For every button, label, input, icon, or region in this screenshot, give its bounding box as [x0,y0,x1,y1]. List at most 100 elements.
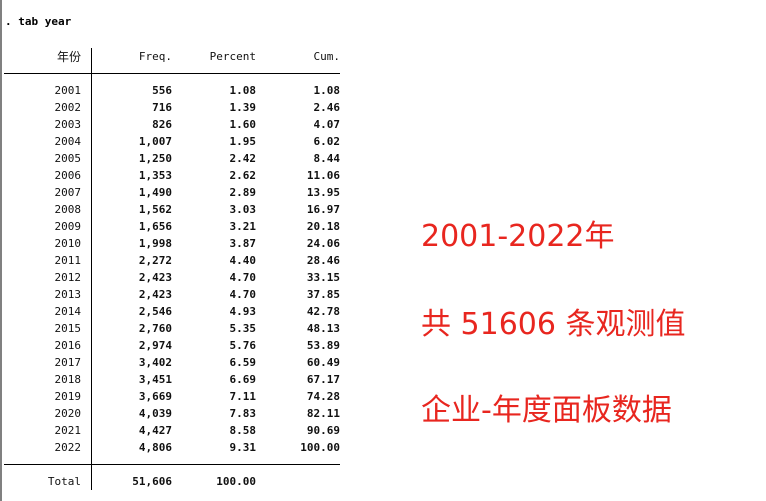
total-divider [4,464,340,465]
annotation-year-range: 2001-2022年 [421,219,615,254]
row-percent: 5.35 [229,322,257,335]
row-percent: 3.87 [229,237,257,250]
window-left-border [0,0,2,501]
row-percent: 6.69 [229,373,257,386]
row-year: 2006 [54,169,82,182]
row-cum: 100.00 [300,441,340,454]
row-percent: 2.42 [229,152,257,165]
row-percent: 1.08 [229,84,257,97]
row-freq: 2,423 [138,271,172,284]
row-freq: 3,451 [138,373,172,386]
row-year: 2007 [54,186,82,199]
row-percent: 8.58 [229,424,257,437]
row-year: 2003 [54,118,82,131]
row-cum: 53.89 [306,339,340,352]
row-year: 2008 [54,203,82,216]
header-freq: Freq. [138,50,172,63]
row-cum: 48.13 [306,322,340,335]
row-year: 2021 [54,424,82,437]
row-cum: 20.18 [306,220,340,233]
row-year: 2020 [54,407,82,420]
command-line: . tab year [5,15,72,28]
annotation-observations: 共 51606 条观测值 [421,307,686,342]
row-percent: 3.03 [229,203,257,216]
row-percent: 6.59 [229,356,257,369]
row-cum: 8.44 [313,152,341,165]
row-percent: 1.60 [229,118,257,131]
row-percent: 9.31 [229,441,257,454]
row-freq: 4,427 [138,424,172,437]
header-year: 年份 [56,50,81,64]
row-cum: 13.95 [306,186,340,199]
row-percent: 2.62 [229,169,257,182]
row-freq: 4,039 [138,407,172,420]
row-freq: 1,007 [138,135,172,148]
row-year: 2014 [54,305,82,318]
row-freq: 556 [152,84,172,97]
row-cum: 33.15 [306,271,340,284]
row-cum: 67.17 [306,373,340,386]
row-cum: 4.07 [313,118,341,131]
row-year: 2022 [54,441,82,454]
total-percent: 100.00 [216,475,256,488]
row-freq: 1,998 [138,237,172,250]
row-freq: 3,669 [138,390,172,403]
row-percent: 1.39 [229,101,257,114]
row-percent: 2.89 [229,186,257,199]
row-percent: 3.21 [229,220,257,233]
row-cum: 28.46 [306,254,340,267]
row-year: 2015 [54,322,82,335]
row-freq: 1,562 [138,203,172,216]
row-year: 2004 [54,135,82,148]
row-percent: 4.40 [229,254,257,267]
row-freq: 2,546 [138,305,172,318]
row-percent: 5.76 [229,339,257,352]
row-cum: 11.06 [306,169,340,182]
row-percent: 1.95 [229,135,257,148]
row-percent: 4.93 [229,305,257,318]
row-cum: 2.46 [313,101,341,114]
row-freq: 2,423 [138,288,172,301]
row-cum: 1.08 [313,84,341,97]
row-cum: 82.11 [306,407,340,420]
row-freq: 2,974 [138,339,172,352]
row-year: 2001 [54,84,82,97]
total-label: Total [47,475,81,488]
annotation-panel-data: 企业-年度面板数据 [421,393,672,428]
row-year: 2011 [54,254,82,267]
column-divider [91,48,92,490]
row-year: 2018 [54,373,82,386]
row-percent: 4.70 [229,271,257,284]
row-freq: 4,806 [138,441,172,454]
row-percent: 4.70 [229,288,257,301]
total-freq: 51,606 [132,475,172,488]
row-cum: 90.69 [306,424,340,437]
row-cum: 24.06 [306,237,340,250]
row-freq: 2,760 [138,322,172,335]
row-freq: 1,656 [138,220,172,233]
row-year: 2019 [54,390,82,403]
row-year: 2012 [54,271,82,284]
row-freq: 3,402 [138,356,172,369]
header-divider [4,73,340,74]
row-freq: 1,353 [138,169,172,182]
row-cum: 60.49 [306,356,340,369]
row-cum: 74.28 [306,390,340,403]
row-year: 2002 [54,101,82,114]
row-year: 2016 [54,339,82,352]
row-percent: 7.11 [229,390,257,403]
row-freq: 826 [152,118,172,131]
row-cum: 42.78 [306,305,340,318]
row-year: 2005 [54,152,82,165]
header-cum: Cum. [313,50,341,63]
row-freq: 2,272 [138,254,172,267]
row-year: 2009 [54,220,82,233]
row-percent: 7.83 [229,407,257,420]
row-cum: 6.02 [313,135,341,148]
row-cum: 16.97 [306,203,340,216]
row-cum: 37.85 [306,288,340,301]
row-year: 2013 [54,288,82,301]
header-percent: Percent [209,50,256,63]
row-freq: 716 [152,101,172,114]
row-year: 2017 [54,356,82,369]
